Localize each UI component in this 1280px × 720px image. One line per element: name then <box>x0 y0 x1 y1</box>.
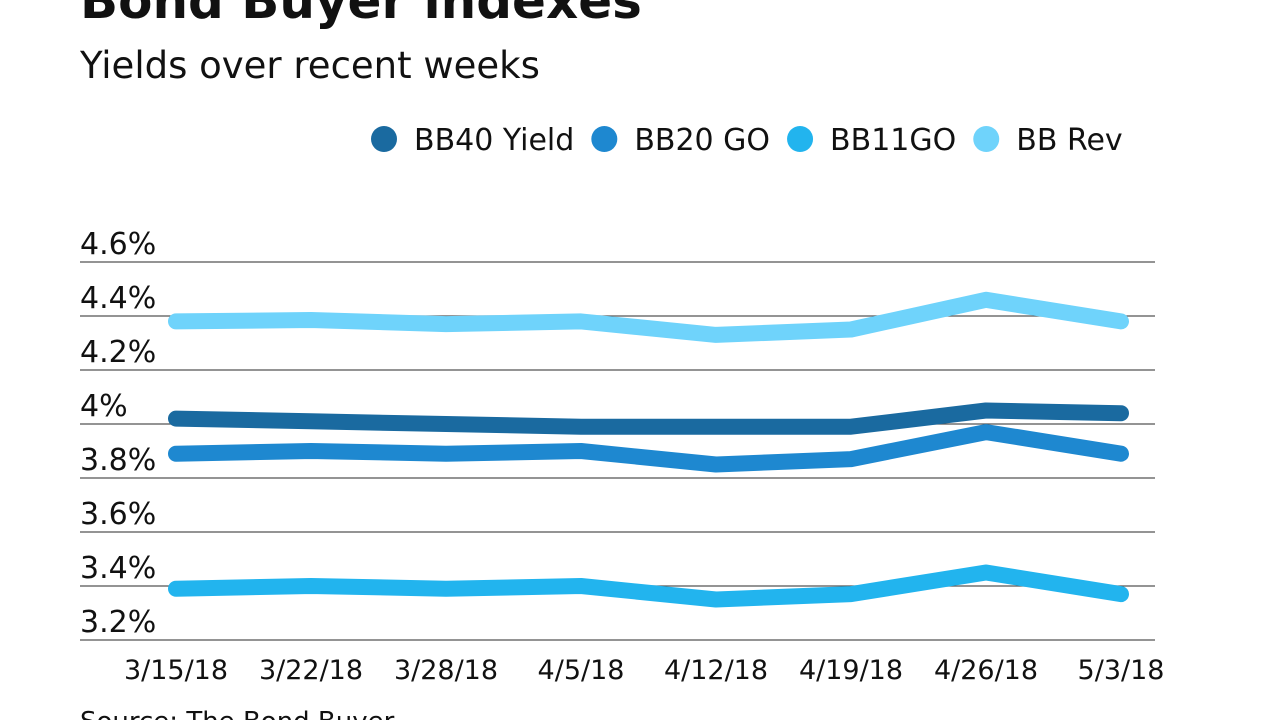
x-tick-label: 4/26/18 <box>934 655 1038 686</box>
legend-marker <box>787 126 814 152</box>
chart-subtitle: Yields over recent weeks <box>79 44 540 87</box>
legend-label: BB40 Yield <box>414 123 574 158</box>
legend-label: BB20 GO <box>634 123 770 158</box>
legend-label: BB11GO <box>830 123 956 158</box>
x-tick-label: 3/22/18 <box>259 655 363 686</box>
x-tick-label: 3/15/18 <box>124 655 228 686</box>
x-tick-label: 5/3/18 <box>1078 655 1165 686</box>
chart-title: Bond Buyer indexes <box>80 0 642 30</box>
legend-marker <box>591 126 618 152</box>
legend-marker <box>973 126 1000 152</box>
x-tick-label: 3/28/18 <box>394 655 498 686</box>
series-line <box>168 424 1129 473</box>
y-tick-label: 4.2% <box>80 335 156 370</box>
source-note: Source: The Bond Buyer <box>80 707 395 720</box>
legend-marker <box>371 126 397 152</box>
x-tick-label: 4/5/18 <box>538 655 625 686</box>
series-line <box>168 402 1129 435</box>
legend-label: BB Rev <box>1016 123 1122 158</box>
y-tick-label: 4.4% <box>80 281 156 316</box>
y-tick-label: 4% <box>80 389 128 424</box>
y-tick-label: 4.6% <box>80 227 156 262</box>
y-tick-label: 3.2% <box>80 605 156 640</box>
x-tick-label: 4/19/18 <box>799 655 903 686</box>
series-line <box>168 564 1129 608</box>
x-tick-label: 4/12/18 <box>664 655 768 686</box>
series-line <box>168 291 1129 343</box>
y-tick-label: 3.4% <box>80 551 156 586</box>
y-tick-label: 3.6% <box>80 497 156 532</box>
y-tick-label: 3.8% <box>80 443 156 478</box>
